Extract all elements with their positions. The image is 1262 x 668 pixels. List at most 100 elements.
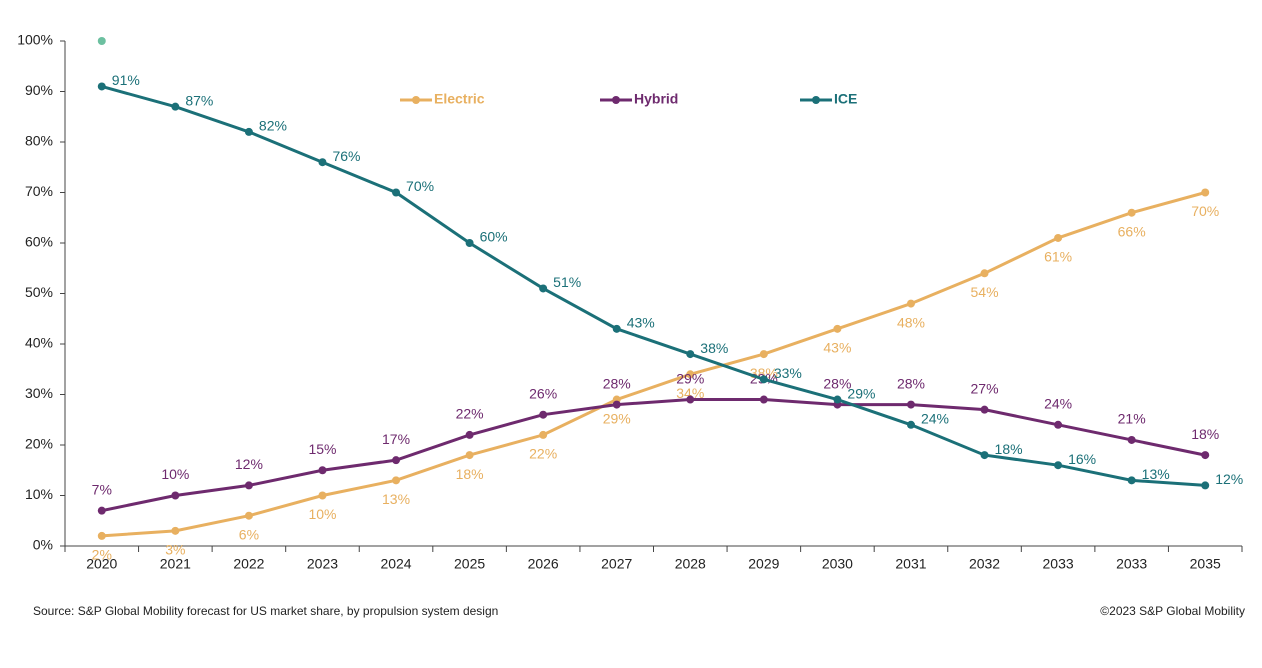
data-label: 7% [92,481,112,497]
data-label: 54% [971,284,999,300]
data-point [906,299,915,308]
data-label: 91% [112,72,140,88]
data-point [980,269,989,278]
data-label: 16% [1068,451,1096,467]
data-label: 33% [774,365,802,381]
data-label: 70% [406,178,434,194]
data-label: 21% [1118,411,1146,427]
data-label: 10% [308,506,336,522]
data-label: 29% [676,370,704,386]
data-label: 12% [235,456,263,472]
data-point [539,430,548,439]
y-tick-label: 80% [25,133,53,149]
y-tick-label: 100% [17,32,53,48]
data-label: 38% [700,340,728,356]
x-tick-label: 2032 [969,556,1000,572]
data-label: 24% [921,411,949,427]
data-point [465,239,474,247]
data-point [612,400,621,409]
y-tick-label: 90% [25,82,53,98]
x-tick-label: 2030 [822,556,853,572]
data-label: 18% [1191,426,1219,442]
data-label: 12% [1215,471,1243,487]
x-tick-label: 2031 [895,556,926,572]
data-label: 51% [553,274,581,290]
data-label: 22% [456,406,484,422]
y-tick-label: 10% [25,486,53,502]
y-tick-label: 60% [25,234,53,250]
y-tick-label: 70% [25,183,53,199]
x-tick-label: 2024 [380,556,411,572]
data-point [392,188,401,197]
data-point [318,466,327,475]
data-point [1127,435,1136,444]
data-label: 22% [529,446,557,462]
data-point [906,400,915,409]
data-point [1054,461,1063,470]
x-tick-label: 2020 [86,556,117,572]
data-point [686,350,695,359]
data-point [539,284,548,293]
data-point [171,526,180,535]
data-point [465,451,474,460]
data-point [539,410,548,419]
y-tick-label: 30% [25,385,53,401]
legend-marker [612,96,620,104]
x-tick-label: 2033 [1043,556,1074,572]
data-label: 10% [161,466,189,482]
data-point [244,127,253,136]
data-point [171,491,180,500]
data-point [97,506,106,515]
data-point [612,324,621,333]
data-label: 15% [308,441,336,457]
y-tick-label: 0% [33,537,53,553]
data-point [833,324,842,333]
data-label: 29% [603,410,631,426]
x-tick-label: 2033 [1116,556,1147,572]
data-point [1054,233,1063,242]
data-point [906,420,915,429]
legend-marker [812,96,820,104]
data-point [1127,208,1136,217]
series-line [101,191,1206,538]
legend-label: Electric [434,91,485,107]
data-label: 17% [382,431,410,447]
data-point [97,37,106,45]
data-point [244,481,253,490]
legend-label: Hybrid [634,91,678,107]
x-tick-label: 2035 [1190,556,1221,572]
data-label: 13% [1142,466,1170,482]
data-point [318,491,327,500]
data-point [97,531,106,540]
data-point [465,430,474,439]
data-label: 60% [480,229,508,245]
data-label: 82% [259,118,287,134]
data-point [980,405,989,414]
data-label: 29% [847,385,875,401]
x-tick-label: 2029 [748,556,779,572]
x-tick-label: 2023 [307,556,338,572]
data-label: 70% [1191,203,1219,219]
data-point [1201,481,1210,490]
data-point [392,476,401,485]
data-point [244,511,253,520]
data-label: 28% [897,375,925,391]
y-tick-label: 40% [25,335,53,351]
copyright: ©2023 S&P Global Mobility [1100,604,1245,618]
data-point [759,350,768,359]
data-point [980,451,989,460]
data-label: 18% [995,441,1023,457]
y-tick-label: 50% [25,284,53,300]
x-tick-label: 2026 [528,556,559,572]
data-label: 13% [382,491,410,507]
data-point [1201,451,1210,460]
data-point [1054,420,1063,429]
data-label: 3% [165,542,185,558]
legend-marker [412,96,420,104]
source-note: Source: S&P Global Mobility forecast for… [33,604,498,618]
data-label: 43% [627,315,655,331]
data-label: 48% [897,314,925,330]
data-point [171,102,180,111]
data-label: 6% [239,526,259,542]
